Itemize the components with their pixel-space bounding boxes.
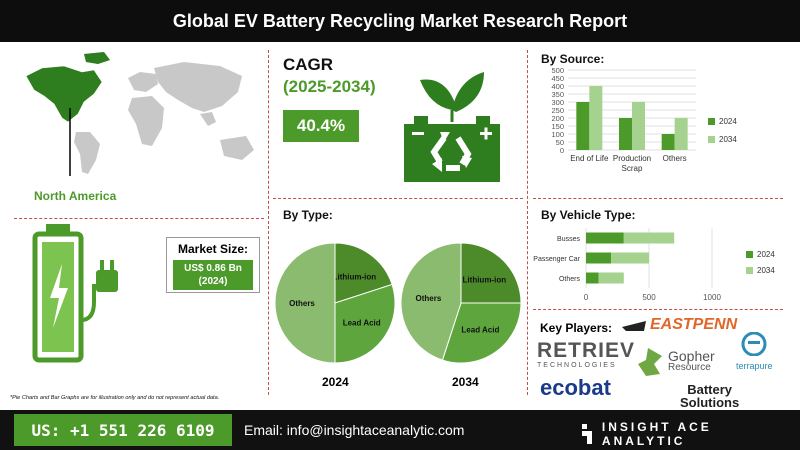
pie-slice [274,242,336,364]
bar [611,252,649,264]
gopher-resource-logo: Gopher Resource [634,346,715,378]
slice-label: Lead Acid [343,318,381,327]
divider [527,50,528,395]
slice-label: Lithium-ion [463,276,507,285]
brand-mark-icon [582,424,592,444]
bar [589,86,603,150]
y-tick-label: Busses [557,236,580,243]
pie-chart-2034: Lithium-ion Lead Acid Others [400,242,522,364]
slice-label: Lead Acid [461,326,499,335]
bar [576,102,590,150]
x-tick-label: Others [663,154,687,163]
x-tick-label: 500 [642,293,656,302]
eastpenn-mark-icon [622,321,646,331]
pie-slice [334,242,393,304]
y-tick-label: 200 [551,114,564,123]
by-vehicle-title: By Vehicle Type: [541,208,636,222]
divider [273,198,523,199]
divider [14,218,264,219]
x-tick-label: 1000 [703,293,721,302]
legend-label: 2034 [719,135,737,144]
terrapure-mark-icon [741,331,767,357]
bar [586,232,624,244]
y-tick-label: 250 [551,106,564,115]
market-size-year: (2024) [198,276,228,287]
y-tick-label: 100 [551,130,564,139]
battery-solutions-logo: Battery Solutions [680,382,740,410]
market-size-label: Market Size: [177,242,249,256]
phone-number[interactable]: US: +1 551 226 6109 [14,414,232,446]
legend-swatch [708,118,715,125]
y-tick-label: 350 [551,90,564,99]
slice-label: Others [289,299,315,308]
legend-swatch [746,251,753,258]
page-title: Global EV Battery Recycling Market Resea… [0,0,800,42]
cagr-label: CAGR [283,55,334,74]
pie-chart-2024: Lithium-ion Lead Acid Others [274,242,396,364]
legend-label: 2024 [719,117,737,126]
cagr-value: 40.4% [283,110,359,142]
pie-slice [400,242,462,361]
market-size-amount: US$ 0.86 Bn [184,263,242,274]
gopher-mark-icon [638,348,662,376]
y-tick-label: 450 [551,74,564,83]
battery-charging-icon [32,224,118,363]
brand-logo: INSIGHT ACE ANALYTIC [580,420,800,448]
y-tick-label: Others [559,276,581,283]
legend-label: 2034 [757,266,775,275]
brand-name: INSIGHT ACE ANALYTIC [601,420,712,448]
y-tick-label: 50 [556,138,564,147]
pie-slice [441,302,522,364]
y-tick-label: 150 [551,122,564,131]
market-size-value: US$ 0.86 Bn (2024) [173,260,253,290]
x-tick-label: 0 [584,293,589,302]
pie-year-2024: 2024 [322,375,349,389]
legend-swatch [746,267,753,274]
y-tick-label: 300 [551,98,564,107]
y-tick-label: 500 [551,66,564,75]
by-vehicle-bar-chart: 0 500 1000 Busses Passenger Car Others 2024 203… [533,228,775,302]
cagr-period: (2025-2034) [283,77,376,96]
bar [623,232,675,244]
bar [586,272,599,284]
disclaimer: *Pie Charts and Bar Graphs are for illus… [10,395,220,401]
terrapure-logo: terrapure [736,331,773,371]
slice-label: Lithium-ion [333,272,377,281]
bar [674,118,688,150]
by-type-title: By Type: [283,208,333,222]
world-map [25,52,254,176]
bar [586,252,612,264]
slice-label: Others [416,294,442,303]
eastpenn-logo: EASTPENN [620,316,737,334]
recycle-battery-icon [404,72,500,182]
key-players-title: Key Players: [540,321,613,335]
email-contact[interactable]: Email: info@insightaceanalytic.com [244,422,465,438]
x-tick-label: Scrap [622,164,643,173]
market-size-card: Market Size: US$ 0.86 Bn (2024) [166,237,260,293]
y-tick-label: Passenger Car [533,256,580,263]
divider [268,50,269,395]
bar [619,118,632,150]
retriev-logo: RETRIEV TECHNOLOGIES [537,339,636,370]
bar [632,102,645,150]
region-label: North America [34,189,117,203]
divider [533,198,783,199]
bar [598,272,624,284]
legend-swatch [708,136,715,143]
legend-label: 2024 [757,250,775,259]
ecobat-logo: ecobat [540,375,611,400]
pie-slice [460,242,522,304]
by-source-title: By Source: [541,52,605,66]
y-tick-label: 0 [560,146,564,155]
pie-slice [334,283,396,364]
x-tick-label: End of Life [570,154,609,163]
y-tick-label: 400 [551,82,564,91]
x-tick-label: Production [613,154,651,163]
divider [533,309,783,310]
pie-year-2034: 2034 [452,375,479,389]
bar [661,134,675,150]
